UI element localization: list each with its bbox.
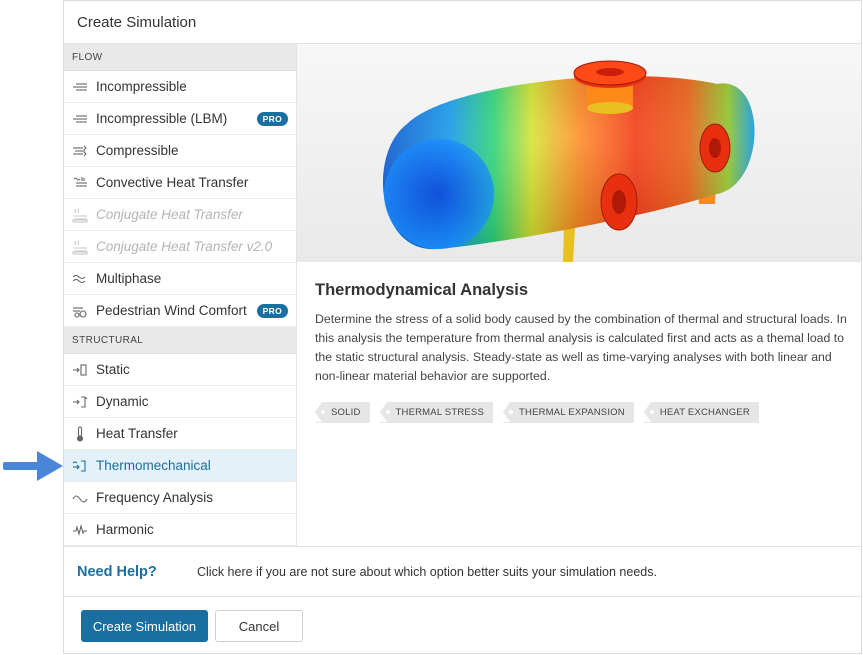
multiphase-icon bbox=[72, 271, 88, 287]
sidebar-item-conjugate-heat-transfer: Conjugate Heat Transfer bbox=[64, 199, 296, 231]
analysis-type-sidebar: FLOW Incompressible Incompressible (LBM) PR… bbox=[64, 44, 297, 546]
sidebar-item-incompressible[interactable]: Incompressible bbox=[64, 71, 296, 103]
category-header: FLOW bbox=[64, 44, 296, 71]
create-simulation-dialog: Create Simulation FLOW Incompressible Inco… bbox=[63, 0, 862, 654]
flow-lines-icon bbox=[72, 79, 88, 95]
sidebar-item-label: Thermomechanical bbox=[96, 458, 211, 473]
pro-badge: PRO bbox=[256, 112, 288, 126]
compressible-flow-icon bbox=[72, 143, 88, 159]
cancel-button[interactable]: Cancel bbox=[215, 610, 303, 642]
convective-heat-icon bbox=[72, 175, 88, 191]
harmonic-wave-icon bbox=[72, 522, 88, 538]
sidebar-item-static[interactable]: Static bbox=[64, 354, 296, 386]
conjugate-heat-icon bbox=[72, 207, 88, 223]
sidebar-item-label: Pedestrian Wind Comfort bbox=[96, 303, 247, 318]
sidebar-item-label: Incompressible (LBM) bbox=[96, 111, 228, 126]
sidebar-item-harmonic[interactable]: Harmonic bbox=[64, 514, 296, 546]
sidebar-item-label: Multiphase bbox=[96, 271, 162, 286]
sidebar-item-frequency-analysis[interactable]: Frequency Analysis bbox=[64, 482, 296, 514]
dialog-body: FLOW Incompressible Incompressible (LBM) PR… bbox=[64, 44, 861, 547]
wind-comfort-icon bbox=[72, 303, 88, 319]
dynamic-load-icon bbox=[72, 394, 88, 410]
conjugate-heat-icon bbox=[72, 239, 88, 255]
sidebar-item-label: Frequency Analysis bbox=[96, 490, 214, 505]
analysis-title: Thermodynamical Analysis bbox=[315, 281, 529, 299]
sidebar-item-label: Convective Heat Transfer bbox=[96, 175, 249, 190]
sidebar-item-thermomechanical[interactable]: Thermomechanical bbox=[64, 450, 296, 482]
analysis-tag: HEAT EXCHANGER bbox=[643, 402, 759, 423]
static-load-icon bbox=[72, 362, 88, 378]
sidebar-item-conjugate-heat-transfer-v2-0: Conjugate Heat Transfer v2.0 bbox=[64, 231, 296, 263]
create-simulation-button[interactable]: Create Simulation bbox=[81, 610, 208, 642]
sidebar-item-label: Compressible bbox=[96, 143, 179, 158]
sidebar-item-heat-transfer[interactable]: Heat Transfer bbox=[64, 418, 296, 450]
thermometer-icon bbox=[72, 425, 88, 442]
analysis-preview-image bbox=[297, 44, 861, 262]
analysis-tag: THERMAL STRESS bbox=[379, 402, 494, 423]
analysis-description: Determine the stress of a solid body cau… bbox=[315, 312, 847, 383]
category-header: STRUCTURAL bbox=[64, 327, 296, 354]
analysis-tag: SOLID bbox=[315, 402, 370, 423]
sine-wave-icon bbox=[72, 490, 88, 506]
sidebar-item-label: Conjugate Heat Transfer v2.0 bbox=[96, 239, 273, 254]
pro-badge: PRO bbox=[256, 304, 288, 318]
analysis-tag: THERMAL EXPANSION bbox=[503, 402, 634, 423]
sidebar-item-incompressible-lbm[interactable]: Incompressible (LBM) PRO bbox=[64, 103, 296, 135]
flow-lines-icon bbox=[72, 111, 88, 127]
need-help-bar[interactable]: Need Help? Click here if you are not sur… bbox=[64, 547, 861, 597]
dialog-footer: Create Simulation Cancel bbox=[64, 597, 861, 654]
sidebar-item-label: Dynamic bbox=[96, 394, 149, 409]
need-help-link[interactable]: Need Help? bbox=[77, 563, 157, 580]
sidebar-item-compressible[interactable]: Compressible bbox=[64, 135, 296, 167]
need-help-text[interactable]: Click here if you are not sure about whi… bbox=[197, 564, 657, 579]
analysis-details-panel: Thermodynamical Analysis Determine the s… bbox=[297, 44, 861, 546]
sidebar-item-label: Static bbox=[96, 362, 130, 377]
sidebar-item-label: Heat Transfer bbox=[96, 426, 178, 441]
analysis-tags: SOLID THERMAL STRESS THERMAL EXPANSION HEAT… bbox=[315, 402, 759, 423]
sidebar-item-label: Conjugate Heat Transfer bbox=[96, 207, 243, 222]
dialog-header: Create Simulation bbox=[64, 1, 861, 44]
sidebar-item-dynamic[interactable]: Dynamic bbox=[64, 386, 296, 418]
sidebar-item-label: Harmonic bbox=[96, 522, 154, 537]
dialog-title: Create Simulation bbox=[77, 13, 197, 31]
sidebar-item-label: Incompressible bbox=[96, 79, 187, 94]
pointer-arrow-icon bbox=[3, 451, 63, 481]
sidebar-item-pedestrian-wind-comfort[interactable]: Pedestrian Wind Comfort PRO bbox=[64, 295, 296, 327]
thermomechanical-icon bbox=[72, 458, 88, 474]
sidebar-item-convective-heat-transfer[interactable]: Convective Heat Transfer bbox=[64, 167, 296, 199]
sidebar-item-multiphase[interactable]: Multiphase bbox=[64, 263, 296, 295]
